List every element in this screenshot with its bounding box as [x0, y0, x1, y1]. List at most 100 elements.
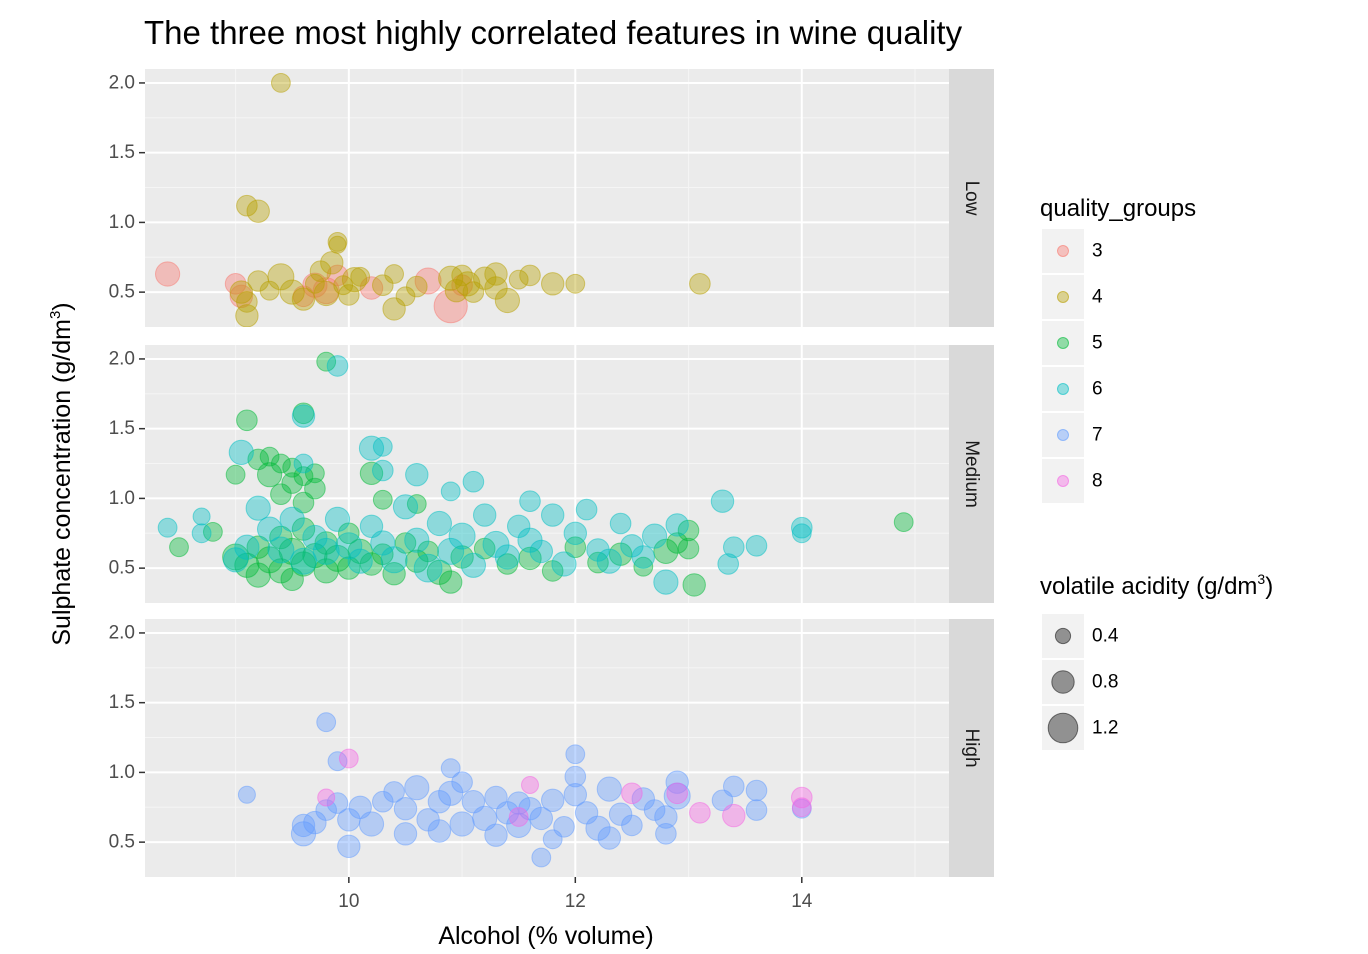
- data-point-quality-6: [380, 546, 408, 574]
- legend-color-swatch: [1057, 383, 1069, 395]
- data-point-quality-7: [484, 823, 508, 847]
- data-point-quality-7: [472, 805, 498, 832]
- data-point-quality-7: [654, 805, 678, 829]
- data-point-quality-5: [666, 532, 689, 554]
- y-axis-label: Sulphate concentration (g/dm3): [47, 302, 76, 645]
- data-point-quality-7: [643, 799, 666, 821]
- data-points: [155, 73, 914, 868]
- y-tick-label: 1.0: [109, 762, 135, 783]
- facet-strip-label: High: [961, 728, 982, 767]
- data-point-quality-6: [586, 538, 610, 562]
- size-legend-title-close: ): [1265, 573, 1273, 600]
- data-point-quality-6: [347, 548, 373, 574]
- data-point-quality-6: [192, 507, 211, 526]
- data-point-quality-6: [791, 516, 813, 539]
- data-point-quality-4: [328, 235, 347, 254]
- data-point-quality-7: [745, 779, 768, 802]
- data-point-quality-6: [440, 481, 461, 502]
- size-legend-title-sup: 3: [1257, 571, 1265, 587]
- chart-title: The three most highly correlated feature…: [144, 14, 963, 51]
- data-point-quality-5: [169, 537, 189, 558]
- x-tick-label: 10: [338, 891, 359, 912]
- x-tick-label: 12: [565, 891, 586, 912]
- data-point-quality-7: [316, 712, 337, 733]
- data-point-quality-4: [279, 279, 305, 305]
- data-point-quality-6: [563, 521, 587, 545]
- legends: quality_groups volatile acidity (g/dm3) …: [1040, 195, 1273, 750]
- data-point-quality-5: [372, 489, 393, 510]
- y-tick-label: 2.0: [109, 72, 135, 93]
- data-point-quality-4: [484, 262, 508, 286]
- data-point-quality-6: [609, 512, 632, 535]
- data-point-quality-5: [245, 562, 271, 588]
- y-tick-label: 0.5: [109, 832, 135, 853]
- data-point-quality-5: [439, 570, 463, 594]
- data-point-quality-4: [291, 287, 316, 311]
- size-legend-title: volatile acidity (g/dm3): [1040, 571, 1273, 600]
- data-point-quality-5: [281, 472, 304, 494]
- data-point-quality-5: [316, 351, 337, 372]
- data-point-quality-8: [689, 802, 711, 824]
- facet-strip-high: [949, 619, 994, 877]
- facet-strip-medium: [949, 345, 994, 603]
- data-point-quality-5: [677, 537, 700, 560]
- data-point-quality-6: [494, 544, 520, 570]
- data-point-quality-4: [271, 73, 291, 93]
- legend-size-swatch: [1054, 627, 1072, 645]
- data-point-quality-7: [665, 770, 689, 794]
- data-point-quality-4: [462, 281, 485, 303]
- legend-color-swatch: [1057, 429, 1069, 441]
- legend-size-label: 1.2: [1092, 718, 1118, 739]
- legend-size-swatch: [1047, 712, 1079, 744]
- data-point-quality-7: [564, 765, 587, 788]
- legend-size-label: 0.8: [1092, 672, 1118, 693]
- data-point-quality-4: [541, 272, 565, 296]
- data-point-quality-6: [223, 547, 249, 573]
- data-point-quality-5: [225, 464, 246, 485]
- data-point-quality-6: [191, 523, 212, 544]
- data-point-quality-5: [259, 446, 280, 467]
- data-point-quality-6: [642, 523, 668, 549]
- data-point-quality-6: [157, 517, 178, 538]
- data-point-quality-6: [507, 514, 531, 538]
- data-point-quality-7: [440, 758, 461, 779]
- data-point-quality-7: [563, 783, 587, 807]
- y-tick-label: 0.5: [109, 558, 135, 579]
- legend-key-box: [1042, 413, 1084, 457]
- data-point-quality-5: [292, 402, 315, 425]
- data-point-quality-7: [506, 812, 532, 839]
- data-point-quality-7: [631, 787, 655, 811]
- data-point-quality-7: [326, 792, 349, 814]
- data-point-quality-6: [448, 522, 476, 550]
- data-point-quality-5: [282, 457, 303, 478]
- data-point-quality-4: [229, 280, 254, 304]
- data-point-quality-4: [338, 284, 360, 306]
- data-point-quality-6: [653, 569, 679, 595]
- data-point-quality-6: [324, 506, 351, 532]
- data-point-quality-5: [271, 453, 291, 474]
- data-point-quality-7: [745, 799, 768, 821]
- data-point-quality-6: [245, 495, 271, 521]
- data-point-quality-6: [745, 535, 768, 557]
- data-point-quality-5: [278, 537, 306, 565]
- legend-size-swatch: [1051, 670, 1075, 694]
- data-point-quality-6: [575, 498, 598, 521]
- data-point-quality-7: [237, 785, 256, 804]
- data-point-quality-5: [236, 409, 258, 432]
- legend-color-swatch: [1057, 245, 1069, 257]
- data-point-quality-6: [326, 355, 349, 377]
- data-point-quality-6: [372, 459, 394, 482]
- data-point-quality-7: [393, 797, 418, 821]
- data-point-quality-5: [518, 546, 542, 571]
- data-point-quality-4: [565, 273, 586, 294]
- data-point-quality-7: [327, 751, 348, 772]
- legend-color-label: 5: [1092, 333, 1103, 354]
- data-point-quality-7: [303, 810, 327, 835]
- legend-key-box: [1042, 459, 1084, 503]
- data-point-quality-5: [304, 477, 326, 500]
- data-point-quality-4: [508, 269, 529, 290]
- data-point-quality-6: [228, 439, 254, 465]
- data-point-quality-6: [312, 537, 340, 565]
- data-point-quality-5: [305, 463, 325, 484]
- data-point-quality-7: [565, 744, 586, 765]
